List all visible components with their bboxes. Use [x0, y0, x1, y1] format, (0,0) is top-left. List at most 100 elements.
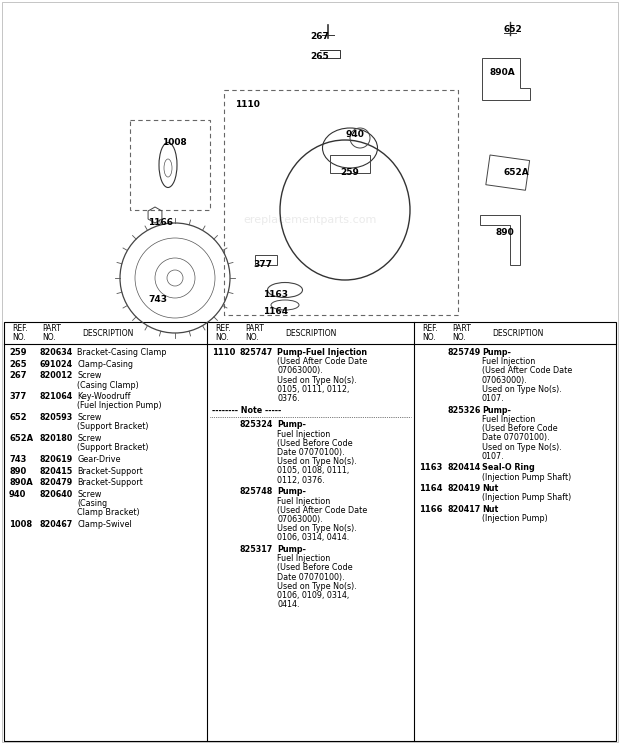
Text: 267: 267 — [9, 371, 27, 380]
Text: Pump-: Pump- — [277, 487, 306, 496]
Text: 890: 890 — [9, 466, 26, 475]
Text: 825326: 825326 — [447, 405, 480, 414]
Text: 820415: 820415 — [39, 466, 73, 475]
Text: Seal-O Ring: Seal-O Ring — [482, 464, 534, 472]
Text: (Used After Code Date: (Used After Code Date — [277, 506, 367, 515]
Text: (Fuel Injection Pump): (Fuel Injection Pump) — [77, 402, 162, 411]
Text: Clamp Bracket): Clamp Bracket) — [77, 508, 140, 518]
Text: REF.
NO.: REF. NO. — [422, 324, 438, 342]
Text: Screw: Screw — [77, 490, 102, 499]
Text: 0105, 0108, 0111,: 0105, 0108, 0111, — [277, 466, 349, 475]
Text: 820640: 820640 — [39, 490, 73, 499]
Text: (Used After Code Date: (Used After Code Date — [277, 357, 367, 366]
Text: Pump-: Pump- — [277, 545, 306, 554]
Text: 0112, 0376.: 0112, 0376. — [277, 475, 325, 484]
Text: 825317: 825317 — [240, 545, 273, 554]
Text: Pump-: Pump- — [277, 420, 306, 429]
Text: 0105, 0111, 0112,: 0105, 0111, 0112, — [277, 385, 350, 394]
Text: 820012: 820012 — [39, 371, 73, 380]
Text: 0414.: 0414. — [277, 600, 299, 609]
Text: 1166: 1166 — [148, 218, 173, 227]
Text: (Used Before Code: (Used Before Code — [482, 424, 557, 433]
Text: 743: 743 — [148, 295, 167, 304]
Text: 259: 259 — [340, 168, 359, 177]
Text: 1166: 1166 — [419, 505, 443, 514]
Text: 820634: 820634 — [39, 348, 73, 357]
Text: (Used Before Code: (Used Before Code — [277, 563, 353, 572]
Text: REF.
NO.: REF. NO. — [12, 324, 28, 342]
Text: PART
NO.: PART NO. — [42, 324, 61, 342]
Text: Used on Type No(s).: Used on Type No(s). — [277, 376, 356, 385]
Text: 265: 265 — [9, 359, 27, 369]
Text: Used on Type No(s).: Used on Type No(s). — [482, 443, 562, 452]
Text: 0106, 0314, 0414.: 0106, 0314, 0414. — [277, 533, 349, 542]
Text: Gear-Drive: Gear-Drive — [77, 455, 120, 464]
Text: PART
NO.: PART NO. — [452, 324, 471, 342]
Text: 1110: 1110 — [212, 348, 236, 357]
Text: 820479: 820479 — [39, 478, 73, 487]
Text: 1164: 1164 — [263, 307, 288, 316]
Text: (Injection Pump Shaft): (Injection Pump Shaft) — [482, 493, 571, 502]
Text: Fuel Injection: Fuel Injection — [482, 415, 535, 424]
Text: DESCRIPTION: DESCRIPTION — [285, 329, 337, 338]
Text: Clamp-Swivel: Clamp-Swivel — [77, 520, 131, 529]
Text: Used on Type No(s).: Used on Type No(s). — [277, 458, 356, 466]
Text: Screw: Screw — [77, 371, 102, 380]
Text: DESCRIPTION: DESCRIPTION — [492, 329, 543, 338]
Text: (Injection Pump): (Injection Pump) — [482, 514, 547, 523]
Text: 820619: 820619 — [39, 455, 73, 464]
Text: Bracket-Support: Bracket-Support — [77, 478, 143, 487]
Text: 820467: 820467 — [39, 520, 73, 529]
Text: REF.
NO.: REF. NO. — [215, 324, 231, 342]
Text: 820417: 820417 — [447, 505, 480, 514]
Text: 07063000).: 07063000). — [277, 515, 323, 524]
Text: 267: 267 — [310, 32, 329, 41]
Text: 1163: 1163 — [419, 464, 443, 472]
Text: 820414: 820414 — [447, 464, 480, 472]
Bar — [255, 255, 277, 265]
Text: 1163: 1163 — [263, 290, 288, 299]
Text: Fuel Injection: Fuel Injection — [482, 357, 535, 366]
Text: (Support Bracket): (Support Bracket) — [77, 443, 149, 452]
Text: Screw: Screw — [77, 413, 102, 422]
Text: 377: 377 — [253, 260, 272, 269]
Text: 0107.: 0107. — [482, 452, 505, 461]
Text: Fuel Injection: Fuel Injection — [277, 496, 330, 505]
Text: (Support Bracket): (Support Bracket) — [77, 423, 149, 432]
Text: 1008: 1008 — [162, 138, 187, 147]
Text: Bracket-Casing Clamp: Bracket-Casing Clamp — [77, 348, 167, 357]
Text: 940: 940 — [9, 490, 27, 499]
Text: 652: 652 — [503, 25, 522, 34]
Text: (Casing Clamp): (Casing Clamp) — [77, 381, 139, 390]
Text: 825749: 825749 — [447, 348, 480, 357]
Text: 377: 377 — [9, 392, 26, 401]
Text: 265: 265 — [310, 52, 329, 61]
Text: Key-Woodruff: Key-Woodruff — [77, 392, 130, 401]
Text: (Injection Pump Shaft): (Injection Pump Shaft) — [482, 472, 571, 481]
Text: 890A: 890A — [9, 478, 33, 487]
Text: 691024: 691024 — [39, 359, 72, 369]
Text: 940: 940 — [345, 130, 364, 139]
Text: 652A: 652A — [9, 434, 33, 443]
Text: 07063000).: 07063000). — [277, 366, 323, 376]
Text: 825748: 825748 — [240, 487, 273, 496]
Text: 259: 259 — [9, 348, 27, 357]
Text: ereplacementparts.com: ereplacementparts.com — [243, 215, 377, 225]
Text: 1110: 1110 — [235, 100, 260, 109]
Text: PART
NO.: PART NO. — [245, 324, 264, 342]
Text: 743: 743 — [9, 455, 27, 464]
Bar — [486, 155, 529, 190]
Text: 652: 652 — [9, 413, 27, 422]
Text: Nut: Nut — [482, 484, 498, 493]
Text: 0106, 0109, 0314,: 0106, 0109, 0314, — [277, 591, 349, 600]
Bar — [330, 155, 370, 173]
Text: 820180: 820180 — [39, 434, 73, 443]
Text: (Used Before Code: (Used Before Code — [277, 439, 353, 448]
Text: Used on Type No(s).: Used on Type No(s). — [277, 524, 356, 533]
Text: Screw: Screw — [77, 434, 102, 443]
Text: 0107.: 0107. — [482, 394, 505, 403]
Text: Fuel Injection: Fuel Injection — [277, 554, 330, 563]
Text: 890: 890 — [496, 228, 515, 237]
Text: Fuel Injection: Fuel Injection — [277, 429, 330, 439]
Text: (Casing: (Casing — [77, 499, 107, 508]
